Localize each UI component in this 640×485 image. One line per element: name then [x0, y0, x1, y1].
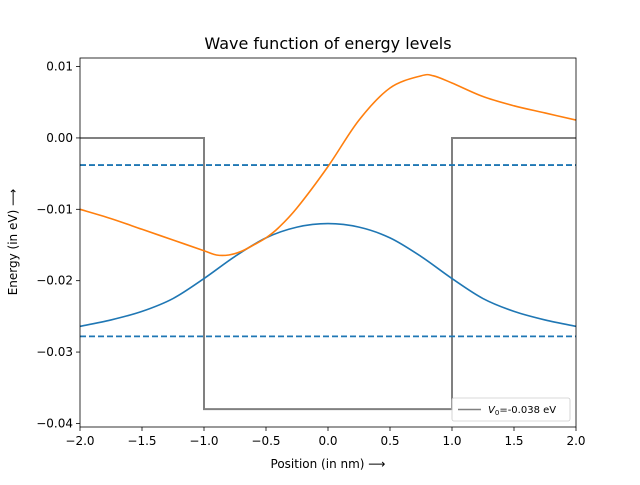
x-axis-label: Position (in nm) ⟶ — [271, 457, 386, 471]
y-tick-label: −0.04 — [36, 416, 73, 430]
y-tick-label: −0.01 — [36, 202, 73, 216]
chart-title: Wave function of energy levels — [204, 34, 451, 53]
legend-box — [451, 397, 571, 422]
y-tick-label: −0.02 — [36, 274, 73, 288]
plot-area — [79, 73, 577, 411]
legend-label-subscript: 0 — [495, 409, 499, 417]
legend-label-prefix: V — [488, 405, 496, 416]
x-tick-label: −2.0 — [65, 434, 94, 448]
legend: V0=-0.038 eV — [451, 397, 571, 422]
x-tick-label: 1.5 — [504, 434, 523, 448]
legend-label-suffix: =-0.038 eV — [499, 405, 556, 416]
x-tick-label: −1.0 — [189, 434, 218, 448]
wave-function-line-1 — [79, 222, 577, 328]
axes-frame — [79, 57, 577, 428]
x-tick-label: 1.0 — [442, 434, 461, 448]
x-tick-label: −1.5 — [127, 434, 156, 448]
wave-function-line-2 — [79, 73, 577, 257]
legend-label: V0=-0.038 eV — [488, 405, 556, 417]
y-axis-label: Energy (in eV) ⟶ — [6, 189, 20, 296]
x-tick-label: 0.0 — [318, 434, 337, 448]
x-tick-label: −0.5 — [251, 434, 280, 448]
x-tick-label: 0.5 — [380, 434, 399, 448]
potential-well-line — [80, 136, 576, 411]
y-tick-label: −0.03 — [36, 345, 73, 359]
y-tick-label: 0.01 — [46, 60, 73, 74]
x-tick-label: 2.0 — [566, 434, 585, 448]
y-tick-label: 0.00 — [46, 131, 73, 145]
axis-ticks: −2.0 −1.5 −1.0 −0.5 0.0 0.5 1.0 1.5 2.0 0.01 0.00 −… — [36, 60, 585, 448]
